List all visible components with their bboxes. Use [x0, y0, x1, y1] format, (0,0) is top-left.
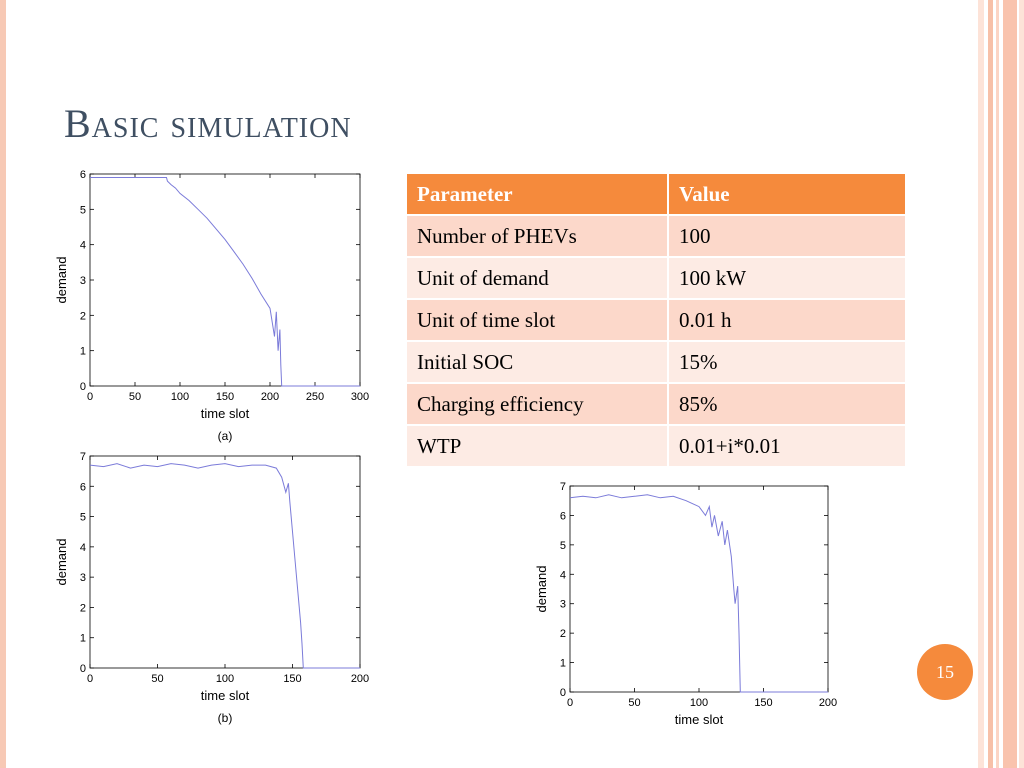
slide-stripe	[1019, 0, 1024, 768]
demand-plot-b: 0 50 100 150 200 0 1 2 3 4 5 6 7 time slot demand (b)	[54, 451, 369, 725]
demand-series-line	[89, 463, 360, 669]
table-row: WTP 0.01+i*0.01	[407, 425, 907, 468]
y-tick-label: 0	[80, 381, 86, 393]
parameter-cell: Number of PHEVs	[407, 215, 669, 258]
y-tick-label: 0	[560, 687, 566, 699]
x-tick-label: 200	[261, 391, 279, 403]
y-tick-label: 6	[80, 169, 86, 181]
y-tick-label: 6	[80, 481, 86, 493]
y-tick-label: 2	[80, 602, 86, 614]
page-number-badge: 15	[917, 644, 973, 700]
table-row: Unit of demand 100 kW	[407, 257, 907, 300]
parameter-cell: Unit of time slot	[407, 299, 669, 342]
plot-frame	[569, 485, 829, 693]
table-header-row: Parameter Value	[407, 174, 907, 216]
y-tick-label: 1	[560, 658, 566, 670]
demand-plot-c: 0 50 100 150 200 0 1 2 3 4 5 6 7 time slot demand	[534, 481, 837, 727]
value-cell: 15%	[668, 341, 907, 384]
column-header: Parameter	[407, 174, 669, 216]
x-tick-label: 150	[283, 673, 301, 685]
x-tick-label: 0	[567, 697, 573, 709]
y-tick-label: 3	[80, 275, 86, 287]
slide-title: Basic simulation	[64, 101, 352, 146]
y-tick-label: 7	[80, 451, 86, 463]
parameter-table: Parameter Value Number of PHEVs 100 Unit…	[407, 174, 907, 468]
demand-plot-a: 0 50 100 150 200 250 300 0 1 2 3 4 5 6 time slot demand…	[54, 169, 369, 443]
y-tick-label: 4	[80, 542, 86, 554]
y-tick-label: 0	[80, 663, 86, 675]
slide-stripe	[988, 0, 993, 768]
x-tick-label: 50	[129, 391, 141, 403]
y-axis-label: demand	[54, 257, 69, 304]
x-axis-label: time slot	[201, 688, 250, 703]
parameter-cell: Charging efficiency	[407, 383, 669, 426]
y-tick-label: 5	[560, 540, 566, 552]
slide-stripe	[996, 0, 999, 768]
table-row: Charging efficiency 85%	[407, 383, 907, 426]
x-tick-label: 200	[351, 673, 369, 685]
x-tick-label: 150	[754, 697, 772, 709]
y-tick-label: 1	[80, 633, 86, 645]
y-axis-label: demand	[54, 539, 69, 586]
x-tick-label: 250	[306, 391, 324, 403]
plot-frame	[89, 173, 361, 387]
value-cell: 0.01 h	[668, 299, 907, 342]
y-tick-label: 5	[80, 204, 86, 216]
x-tick-label: 100	[216, 673, 234, 685]
x-tick-label: 100	[690, 697, 708, 709]
y-tick-label: 4	[80, 240, 86, 252]
parameter-cell: WTP	[407, 425, 669, 468]
x-tick-label: 50	[628, 697, 640, 709]
x-axis-label: time slot	[201, 406, 250, 421]
value-cell: 0.01+i*0.01	[668, 425, 907, 468]
y-axis-label: demand	[534, 566, 549, 613]
y-tick-label: 7	[560, 481, 566, 493]
table-row: Unit of time slot 0.01 h	[407, 299, 907, 342]
figure-caption: (b)	[218, 711, 233, 725]
y-tick-label: 5	[80, 512, 86, 524]
x-tick-label: 300	[351, 391, 369, 403]
y-tick-label: 2	[80, 310, 86, 322]
y-tick-label: 4	[560, 569, 566, 581]
table-row: Initial SOC 15%	[407, 341, 907, 384]
x-tick-label: 0	[87, 391, 93, 403]
parameter-cell: Initial SOC	[407, 341, 669, 384]
y-tick-label: 6	[560, 510, 566, 522]
y-tick-label: 2	[560, 628, 566, 640]
slide-stripe	[1003, 0, 1017, 768]
plot-frame	[89, 455, 361, 669]
demand-series-line	[569, 494, 828, 693]
x-tick-label: 50	[151, 673, 163, 685]
value-cell: 100	[668, 215, 907, 258]
demand-series-line	[90, 177, 360, 387]
x-tick-label: 0	[87, 673, 93, 685]
x-tick-label: 200	[819, 697, 837, 709]
x-tick-label: 100	[171, 391, 189, 403]
table-row: Number of PHEVs 100	[407, 215, 907, 258]
y-tick-label: 3	[560, 599, 566, 611]
y-tick-label: 3	[80, 572, 86, 584]
slide-left-border	[0, 0, 6, 768]
figure-caption: (a)	[218, 429, 233, 443]
x-tick-label: 150	[216, 391, 234, 403]
column-header: Value	[668, 174, 907, 216]
parameter-cell: Unit of demand	[407, 257, 669, 300]
value-cell: 85%	[668, 383, 907, 426]
y-tick-label: 1	[80, 346, 86, 358]
slide-stripe	[978, 0, 984, 768]
value-cell: 100 kW	[668, 257, 907, 300]
x-axis-label: time slot	[675, 712, 724, 727]
